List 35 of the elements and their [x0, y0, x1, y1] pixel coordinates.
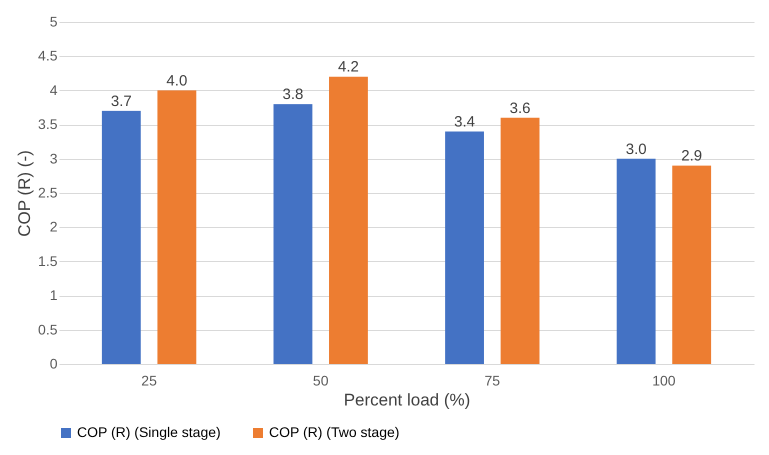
y-tick-label: 4: [50, 82, 58, 98]
y-tick-label: 1.5: [38, 252, 58, 269]
y-tick-label: 2.5: [38, 184, 58, 200]
bar: [445, 131, 484, 364]
bar: [672, 166, 712, 364]
x-axis-title: Percent load (%): [344, 390, 470, 410]
data-label: 3.4: [454, 113, 475, 130]
y-tick-label: 5: [50, 14, 58, 30]
y-tick-label: 4.5: [38, 48, 58, 64]
data-label: 3.0: [626, 140, 647, 158]
bar: [616, 158, 656, 364]
bar: [329, 76, 368, 364]
y-tick-label: 3: [50, 150, 58, 166]
data-label: 4.2: [338, 58, 359, 76]
legend-label: COP (R) (Single stage): [77, 424, 221, 440]
bar: [274, 104, 312, 364]
y-tick-label: 0: [50, 356, 58, 372]
data-label: 3.6: [510, 100, 530, 117]
data-label: 3.7: [110, 92, 132, 110]
y-tick-label: 1: [50, 287, 58, 304]
y-axis-title: COP (R) (-): [15, 150, 34, 237]
y-tick-label: 2: [50, 218, 58, 235]
x-tick-label: 75: [484, 372, 500, 388]
bar: [102, 110, 141, 364]
bar: [157, 90, 196, 364]
x-tick-label: 25: [141, 372, 158, 388]
x-tick-label: 100: [652, 372, 676, 388]
bar: [500, 118, 540, 364]
data-label: 2.9: [681, 148, 702, 165]
x-tick-label: 50: [312, 372, 329, 388]
y-tick-label: 0.5: [38, 321, 58, 338]
data-label: 4.0: [166, 72, 188, 90]
y-tick-label: 3.5: [38, 116, 58, 132]
data-label: 3.8: [282, 86, 304, 104]
legend-label: COP (R) (Two stage): [269, 424, 400, 440]
